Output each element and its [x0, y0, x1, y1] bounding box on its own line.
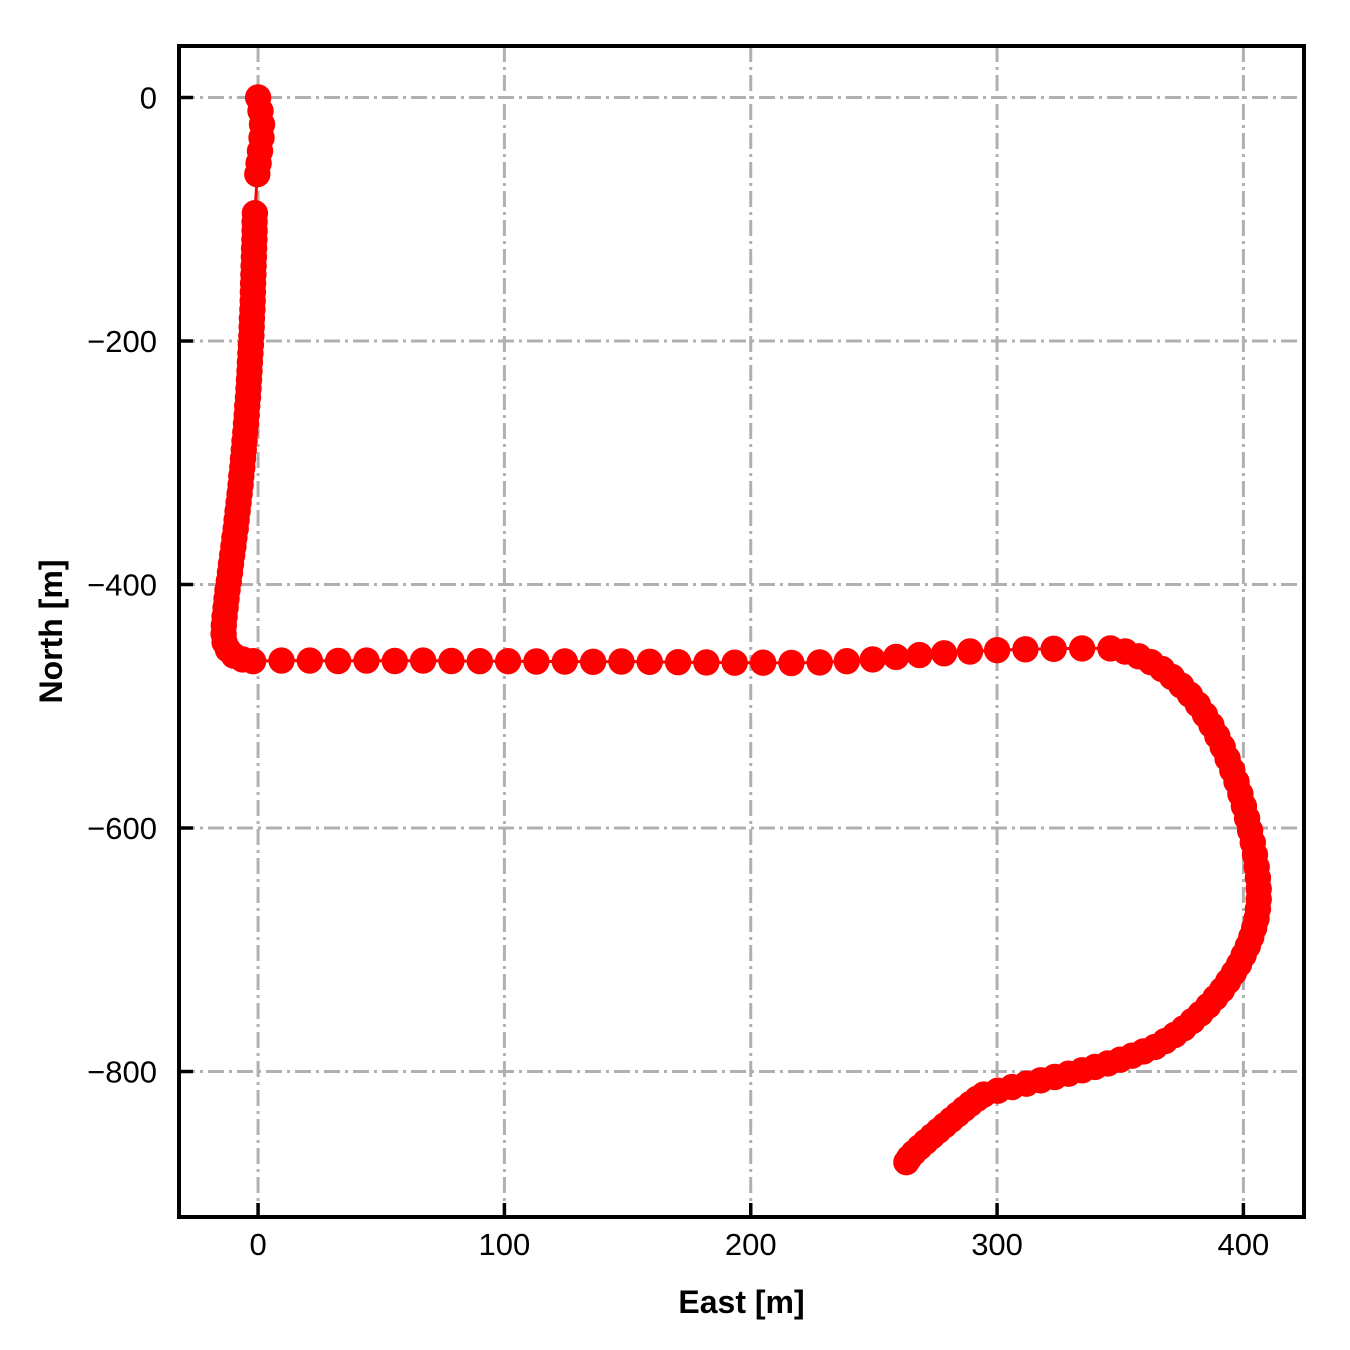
y-tick-labels: 0 −200 −400 −600 −800 [87, 81, 157, 1090]
trajectory-point [1012, 636, 1039, 663]
trajectory-point [551, 648, 578, 675]
trajectory-point [893, 1149, 920, 1176]
trajectory-point [906, 641, 933, 669]
x-tick-label: 0 [249, 1227, 266, 1262]
trajectory-point [353, 647, 380, 674]
trajectory-point [930, 640, 958, 667]
trajectory-point [381, 647, 408, 675]
y-tick-label: −400 [87, 568, 157, 603]
x-tick-label: 200 [725, 1227, 777, 1262]
trajectory-point [579, 648, 607, 675]
axis-ticks [179, 95, 1246, 1217]
trajectory-point [244, 161, 271, 188]
trajectory-point [693, 649, 720, 676]
y-tick-label: −200 [87, 324, 157, 359]
trajectory-point [859, 646, 886, 673]
trajectory-point [466, 648, 493, 675]
trajectory-point [806, 649, 833, 676]
trajectory-point [778, 649, 805, 677]
trajectory-point [268, 647, 295, 674]
trajectory-point [409, 647, 437, 674]
trajectory-point [749, 649, 777, 676]
trajectory-point [636, 648, 663, 675]
y-tick-label: −800 [87, 1055, 157, 1090]
trajectory-point [956, 638, 984, 665]
x-tick-label: 400 [1218, 1227, 1270, 1262]
trajectory-point [296, 647, 323, 674]
trajectory-point [608, 648, 635, 675]
trajectory-point [664, 649, 692, 676]
y-tick-label: −600 [87, 811, 157, 846]
trajectory-point [324, 647, 352, 675]
trajectory-point [494, 648, 522, 675]
trajectory-point [833, 648, 860, 675]
trajectory-point [882, 643, 910, 671]
trajectory-series [210, 84, 1272, 1176]
trajectory-point [983, 637, 1011, 664]
trajectory-point [1068, 635, 1096, 662]
x-tick-label: 100 [479, 1227, 531, 1262]
y-tick-label: 0 [140, 81, 157, 116]
trajectory-point [721, 649, 748, 676]
x-axis-label: East [m] [678, 1284, 804, 1320]
trajectory-point [523, 648, 550, 675]
plot-area [179, 46, 1304, 1217]
x-tick-labels: 0 100 200 300 400 [249, 1227, 1269, 1262]
trajectory-point [438, 647, 465, 675]
trajectory-point [1040, 635, 1067, 662]
trajectory-point [239, 648, 267, 675]
x-tick-label: 300 [971, 1227, 1023, 1262]
plot-border [177, 44, 1306, 1219]
y-axis-label: North [m] [33, 560, 69, 704]
